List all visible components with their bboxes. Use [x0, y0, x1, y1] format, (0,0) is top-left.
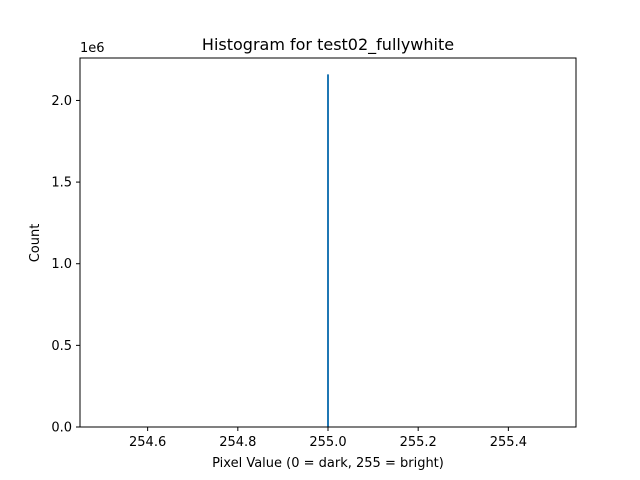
y-axis-label: Count: [28, 224, 43, 263]
x-tick-label: 254.8: [219, 435, 256, 450]
x-tick-label: 254.6: [129, 435, 166, 450]
y-tick-label: 1.0: [51, 257, 72, 272]
y-tick-label: 0.5: [51, 339, 72, 354]
y-tick-label: 2.0: [51, 94, 72, 109]
x-tick-label: 255.2: [400, 435, 437, 450]
x-axis-label: Pixel Value (0 = dark, 255 = bright): [212, 456, 444, 471]
x-tick-label: 255.0: [309, 435, 346, 450]
chart-title: Histogram for test02_fullywhite: [202, 35, 454, 55]
y-offset-text: 1e6: [80, 41, 105, 56]
y-tick-label: 1.5: [51, 176, 72, 191]
x-tick-label: 255.4: [490, 435, 527, 450]
plot-area: 254.6 254.8 255.0 255.2 255.4 0.0 0.5 1.0 1.5 2.0: [51, 57, 577, 450]
y-tick-label: 0.0: [51, 421, 72, 436]
